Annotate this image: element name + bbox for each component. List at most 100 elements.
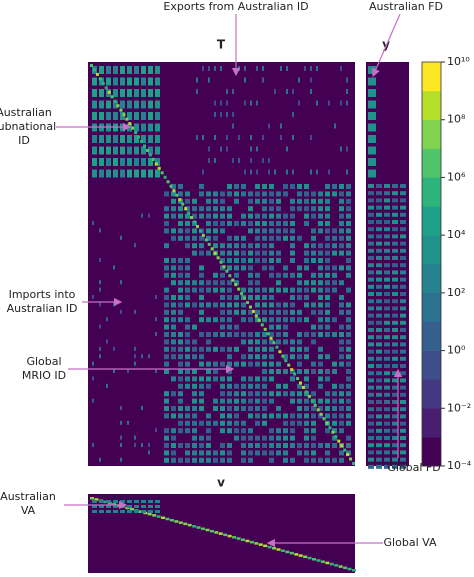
cell: [392, 220, 398, 224]
cell: [384, 241, 390, 246]
cell: [392, 328, 398, 332]
cell: [262, 265, 267, 271]
cell: [120, 146, 125, 155]
cell: [392, 342, 398, 347]
cell: [113, 158, 118, 166]
cell: [368, 191, 374, 196]
cell: [148, 510, 153, 513]
cell: [376, 292, 382, 296]
cell: [304, 213, 309, 219]
cell: [106, 339, 108, 344]
cell: [304, 376, 309, 382]
cell: [206, 206, 211, 212]
annotation: Australian: [0, 106, 52, 119]
cell: [318, 250, 323, 256]
cell: [148, 443, 150, 447]
cell: [241, 339, 246, 345]
cell: [325, 235, 330, 241]
diagonal: [222, 265, 226, 269]
cell: [283, 272, 288, 278]
cell: [304, 250, 309, 256]
cell: [213, 206, 218, 212]
cell: [171, 228, 176, 234]
cell: [106, 383, 108, 388]
cell: [368, 400, 374, 404]
cell: [276, 435, 281, 441]
cell: [171, 191, 176, 197]
cell: [113, 77, 118, 86]
cell: [297, 295, 302, 300]
diagonal: [125, 117, 129, 121]
cell: [113, 500, 118, 503]
cell: [384, 328, 390, 332]
cell: [384, 284, 390, 289]
cell: [376, 378, 382, 383]
cell: [262, 228, 267, 234]
cell: [339, 450, 344, 456]
cell: [311, 413, 316, 419]
cell: [280, 135, 282, 140]
diagonal: [294, 553, 299, 556]
cell: [318, 265, 323, 271]
cell: [199, 376, 204, 382]
cell: [127, 66, 132, 74]
cell: [325, 354, 330, 360]
cell: [297, 287, 302, 293]
cell: [148, 450, 150, 455]
colorbar-band: [422, 148, 441, 178]
cell: [227, 243, 232, 249]
cell: [262, 258, 267, 263]
diagonal: [258, 543, 263, 546]
cell: [269, 457, 274, 463]
cell: [192, 383, 197, 389]
cell: [339, 295, 344, 300]
cell: [220, 191, 225, 197]
cell: [155, 112, 160, 120]
annotations: Exports from Australian ID Australian FD…: [0, 0, 443, 549]
cell: [283, 184, 288, 189]
cell: [241, 383, 246, 389]
cell: [213, 406, 218, 411]
cell: [206, 413, 211, 419]
cell: [255, 228, 260, 234]
diagonal: [325, 561, 330, 565]
cell: [262, 435, 267, 441]
cell: [234, 361, 239, 367]
cell: [376, 356, 382, 361]
cell: [376, 414, 382, 419]
cell: [376, 385, 382, 390]
cell: [220, 443, 225, 448]
cell: [185, 206, 190, 212]
cell: [332, 280, 337, 286]
colorbar-tick-label: 10⁻²: [447, 401, 471, 414]
cell: [232, 158, 234, 163]
cell: [185, 443, 190, 448]
cell: [325, 213, 330, 219]
cell: [234, 309, 239, 315]
cell: [134, 309, 136, 314]
cell: [185, 376, 190, 382]
diagonal: [169, 184, 173, 188]
cell: [127, 500, 132, 503]
cell: [325, 295, 330, 300]
cell: [384, 227, 390, 232]
cell: [241, 406, 246, 411]
cell: [283, 420, 288, 426]
cell: [339, 420, 344, 426]
cell: [297, 265, 302, 271]
cell: [339, 428, 344, 434]
cell: [106, 146, 111, 155]
cell: [120, 66, 125, 74]
colorbar-band: [422, 350, 441, 380]
cell: [346, 213, 351, 219]
cell: [400, 191, 406, 196]
cell: [214, 100, 216, 106]
cell: [232, 112, 234, 117]
cell: [400, 364, 406, 368]
cell: [213, 398, 218, 404]
cell: [220, 457, 225, 463]
cell: [99, 510, 104, 513]
cell: [346, 420, 351, 426]
colorbar-tick-label: 10²: [447, 286, 465, 299]
